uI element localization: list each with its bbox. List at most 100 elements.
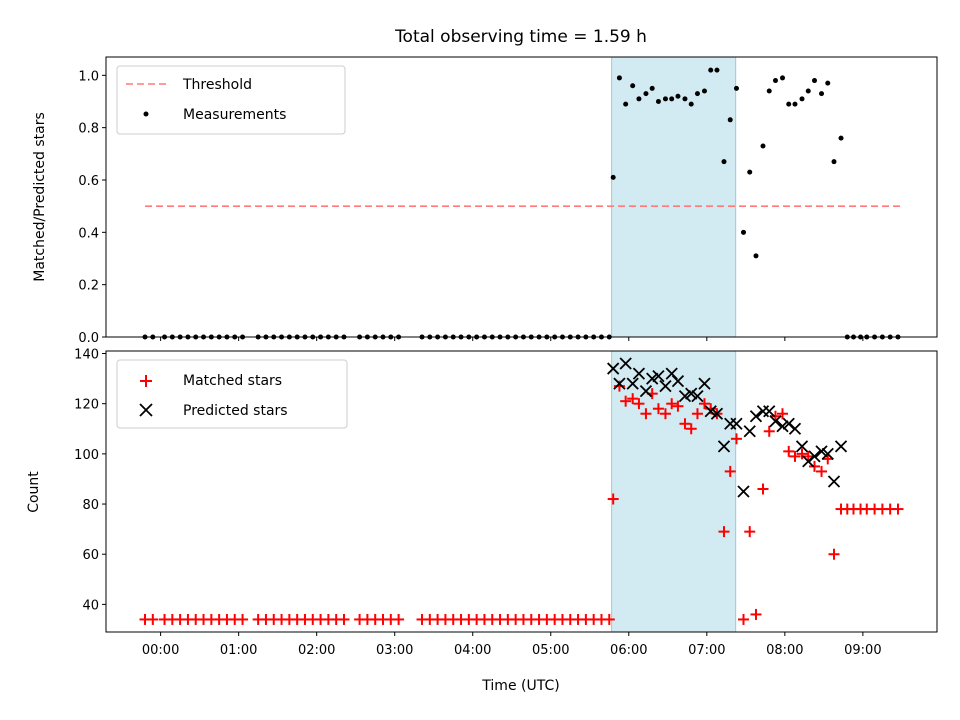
matched-point <box>237 613 249 625</box>
x-tick-label: 05:00 <box>532 643 569 658</box>
legend-top: Threshold Measurements <box>116 65 346 135</box>
measurement-point <box>747 169 753 175</box>
matched-point <box>633 398 645 410</box>
measurement-point <box>714 67 720 73</box>
legend-matched-label: Matched stars <box>183 373 282 389</box>
matched-point <box>603 613 615 625</box>
matched-point <box>828 548 840 560</box>
y-tick-label: 40 <box>82 598 99 613</box>
predicted-point <box>763 405 776 418</box>
x-tick-label: 04:00 <box>454 643 491 658</box>
matched-point <box>796 448 808 460</box>
x-tick-label: 07:00 <box>688 643 725 658</box>
predicted-point <box>815 445 828 458</box>
matched-point <box>685 423 697 435</box>
predicted-point <box>788 422 802 435</box>
y-axis-bottom: 40 60 80 100 120 140 <box>74 348 106 613</box>
y-tick-label: 0.4 <box>78 226 99 241</box>
measurement-point <box>721 159 727 165</box>
matched-point <box>724 465 736 477</box>
matched-point <box>338 613 350 625</box>
highlight-span-bottom <box>611 350 737 633</box>
predicted-point <box>704 405 717 418</box>
matched-point <box>892 503 904 515</box>
matched-point <box>652 403 664 415</box>
measurement-point <box>708 67 714 73</box>
matched-point <box>640 408 652 420</box>
legend-predicted-label: Predicted stars <box>183 403 288 419</box>
measurement-point <box>766 88 772 94</box>
predicted-point <box>710 407 724 420</box>
legend-matched-swatch <box>140 375 152 387</box>
measurement-point <box>643 91 649 97</box>
legend-predicted-swatch <box>139 403 153 417</box>
measurement-point <box>669 96 675 102</box>
measurement-point <box>655 98 661 104</box>
y-label-top: Matched/Predicted stars <box>32 112 48 282</box>
highlight-span-top <box>611 56 737 338</box>
x-ticks-top <box>160 337 864 341</box>
matched-point <box>737 613 749 625</box>
matched-point <box>808 460 820 472</box>
panel-counts: 40 60 80 100 120 140 00:00 01:00 02:00 03:00 04:0… <box>26 348 938 694</box>
measurement-point <box>733 85 739 91</box>
predicted-point <box>678 390 692 403</box>
measurement-point <box>662 96 668 102</box>
predicted-point <box>827 475 841 488</box>
y-tick-label: 100 <box>74 448 99 463</box>
matched-point <box>147 613 159 625</box>
measurement-point <box>825 80 831 86</box>
matched-point <box>607 493 619 505</box>
measurement-point <box>838 135 844 141</box>
predicted-point <box>685 387 698 400</box>
matched-point <box>777 408 789 420</box>
measurement-point <box>831 159 837 165</box>
predicted-point <box>821 447 834 461</box>
predicted-point <box>749 410 763 423</box>
measurement-point <box>688 101 694 107</box>
measurement-point <box>811 78 817 84</box>
predicted-point <box>743 425 756 438</box>
predicted-point <box>795 440 809 453</box>
x-axis-bottom: 00:00 01:00 02:00 03:00 04:00 05:00 06:00 07:00… <box>142 632 882 658</box>
matched-point <box>679 418 691 430</box>
matched-point <box>763 425 775 437</box>
matched-point <box>757 483 769 495</box>
x-tick-label: 01:00 <box>220 643 257 658</box>
matched-point <box>750 608 762 620</box>
measurement-point <box>701 88 707 94</box>
predicted-point <box>607 362 620 375</box>
matched-point <box>744 526 756 538</box>
matched-point <box>620 395 632 407</box>
legend-threshold-label: Threshold <box>182 77 252 93</box>
predicted-point <box>769 415 782 428</box>
predicted-point <box>756 405 770 418</box>
predicted-point <box>613 377 626 390</box>
predicted-point <box>737 485 750 498</box>
y-tick-label: 120 <box>74 398 99 413</box>
plot-frame-bottom <box>105 350 938 633</box>
measurement-point <box>799 96 805 102</box>
y-tick-label: 0.0 <box>78 331 99 346</box>
measurements-points <box>142 67 901 340</box>
measurement-point <box>805 88 811 94</box>
x-label: Time (UTC) <box>481 678 559 694</box>
legend-frame-bottom <box>116 359 348 429</box>
measurement-point <box>649 85 655 91</box>
plot-frame-top <box>105 56 938 338</box>
matched-point <box>730 433 742 445</box>
measurement-point <box>819 91 825 97</box>
y-tick-label: 60 <box>82 548 99 563</box>
panel-ratio: 0.0 0.2 0.4 0.6 0.8 1.0 Matched/Predicted sta… <box>32 56 938 346</box>
predicted-point <box>626 377 639 390</box>
predicted-point <box>652 369 665 383</box>
matched-point <box>718 526 730 538</box>
matched-point <box>659 408 671 420</box>
predicted-point <box>665 367 678 380</box>
x-tick-label: 06:00 <box>610 643 647 658</box>
predicted-point <box>659 379 672 393</box>
matched-point <box>691 408 703 420</box>
predicted-point <box>639 385 653 398</box>
y-tick-label: 0.2 <box>78 279 99 294</box>
